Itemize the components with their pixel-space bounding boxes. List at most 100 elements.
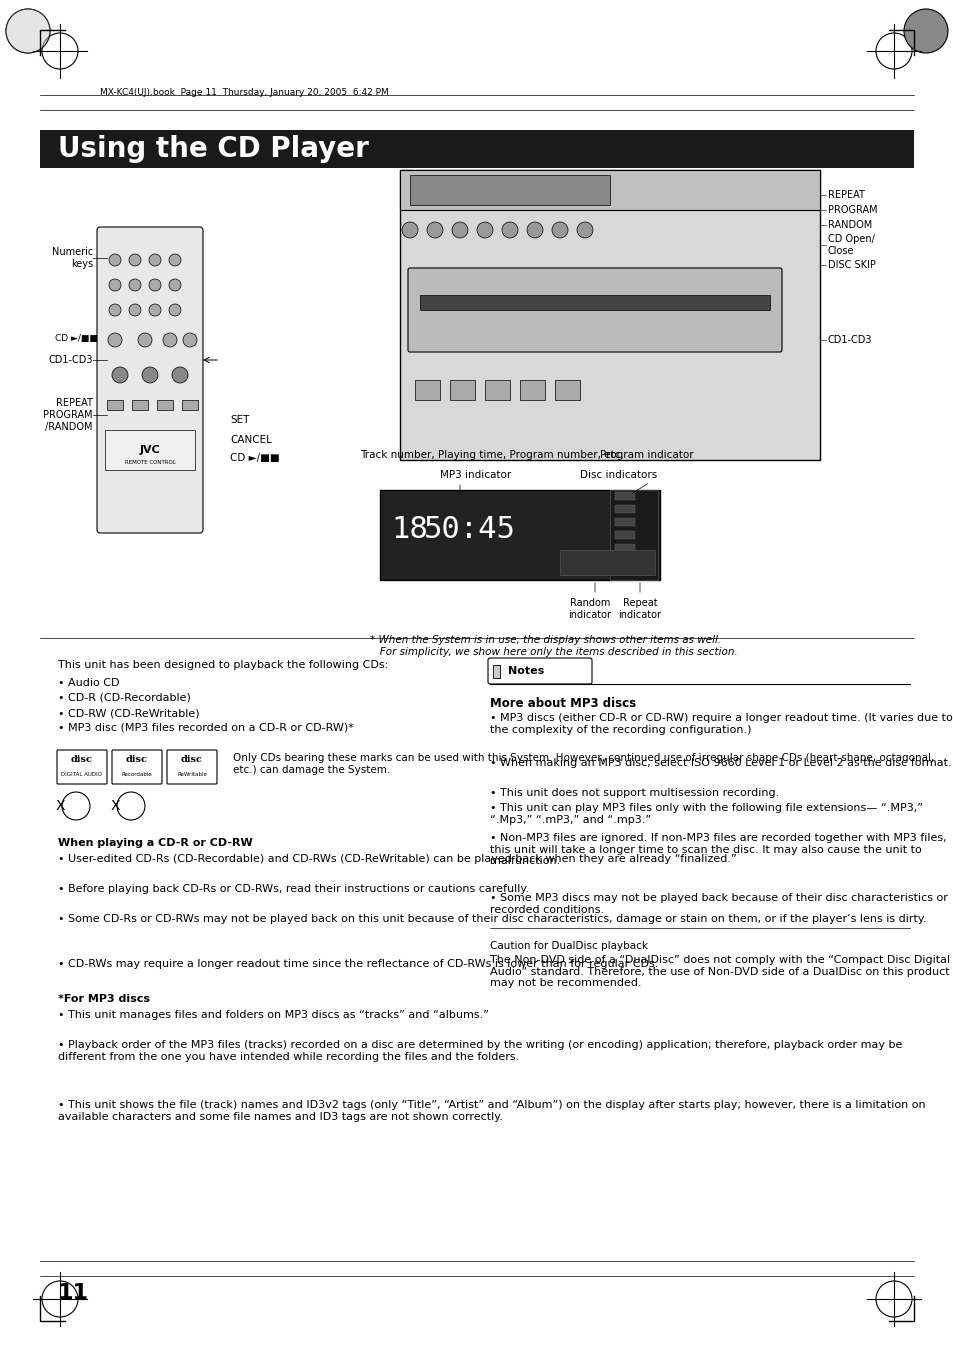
Text: • This unit does not support multisession recording.: • This unit does not support multisessio… bbox=[490, 788, 779, 798]
Text: CD1-CD3: CD1-CD3 bbox=[827, 335, 872, 345]
Text: CD Open/
Close: CD Open/ Close bbox=[827, 234, 874, 255]
Text: RANDOM: RANDOM bbox=[827, 220, 871, 230]
Circle shape bbox=[129, 304, 141, 316]
Circle shape bbox=[149, 280, 161, 290]
Text: • Some MP3 discs may not be played back because of their disc characteristics or: • Some MP3 discs may not be played back … bbox=[490, 893, 947, 915]
Text: MP3 indicator: MP3 indicator bbox=[439, 470, 511, 480]
Bar bbox=[615, 544, 635, 553]
Text: Track number, Playing time, Program number, etc.: Track number, Playing time, Program numb… bbox=[359, 450, 623, 459]
Bar bbox=[450, 380, 475, 400]
Text: 18: 18 bbox=[392, 516, 428, 544]
Bar bbox=[40, 130, 913, 168]
Text: The Non-DVD side of a “DualDisc” does not comply with the “Compact Disc Digital : The Non-DVD side of a “DualDisc” does no… bbox=[490, 955, 949, 988]
FancyBboxPatch shape bbox=[57, 750, 107, 784]
Circle shape bbox=[526, 222, 542, 238]
Circle shape bbox=[169, 254, 181, 266]
Text: Numeric
keys: Numeric keys bbox=[51, 247, 92, 269]
Text: Random
indicator: Random indicator bbox=[568, 598, 611, 620]
Circle shape bbox=[163, 332, 177, 347]
Circle shape bbox=[108, 332, 122, 347]
FancyBboxPatch shape bbox=[488, 658, 592, 684]
Text: CD ►/■■: CD ►/■■ bbox=[230, 453, 279, 463]
Circle shape bbox=[169, 280, 181, 290]
Circle shape bbox=[149, 254, 161, 266]
Bar bbox=[132, 400, 148, 409]
Text: This unit has been designed to playback the following CDs:: This unit has been designed to playback … bbox=[58, 661, 388, 670]
Bar bbox=[615, 517, 635, 526]
Bar bbox=[559, 550, 655, 576]
Text: Using the CD Player: Using the CD Player bbox=[58, 135, 369, 163]
Bar bbox=[182, 400, 198, 409]
FancyBboxPatch shape bbox=[167, 750, 216, 784]
Text: When playing a CD-R or CD-RW: When playing a CD-R or CD-RW bbox=[58, 838, 253, 848]
Text: REPEAT
PROGRAM
/RANDOM: REPEAT PROGRAM /RANDOM bbox=[43, 399, 92, 431]
Text: • CD-RWs may require a longer readout time since the reflectance of CD-RWs is lo: • CD-RWs may require a longer readout ti… bbox=[58, 959, 658, 969]
Bar bbox=[379, 490, 659, 580]
Text: disc: disc bbox=[126, 755, 148, 765]
Bar bbox=[419, 295, 769, 309]
Text: • MP3 discs (either CD-R or CD-RW) require a longer readout time. (It varies due: • MP3 discs (either CD-R or CD-RW) requi… bbox=[490, 713, 952, 735]
Text: • This unit manages files and folders on MP3 discs as “tracks” and “albums.”: • This unit manages files and folders on… bbox=[58, 1011, 489, 1020]
Bar bbox=[615, 557, 635, 565]
Circle shape bbox=[142, 367, 158, 382]
Text: • CD-R (CD-Recordable): • CD-R (CD-Recordable) bbox=[58, 693, 191, 703]
Circle shape bbox=[109, 304, 121, 316]
FancyBboxPatch shape bbox=[408, 267, 781, 353]
Circle shape bbox=[452, 222, 468, 238]
Text: DIGITAL AUDIO: DIGITAL AUDIO bbox=[61, 771, 102, 777]
Circle shape bbox=[117, 792, 145, 820]
Bar bbox=[615, 492, 635, 500]
Text: 50:45: 50:45 bbox=[424, 516, 516, 544]
Circle shape bbox=[112, 367, 128, 382]
Text: • Before playing back CD-Rs or CD-RWs, read their instructions or cautions caref: • Before playing back CD-Rs or CD-RWs, r… bbox=[58, 884, 529, 894]
Circle shape bbox=[903, 9, 947, 53]
Circle shape bbox=[476, 222, 493, 238]
Text: Caution for DualDisc playback: Caution for DualDisc playback bbox=[490, 942, 647, 951]
Polygon shape bbox=[493, 665, 499, 678]
Text: • CD-RW (CD-ReWritable): • CD-RW (CD-ReWritable) bbox=[58, 708, 199, 717]
Bar bbox=[415, 380, 439, 400]
Text: X: X bbox=[111, 798, 120, 813]
Text: ReWritable: ReWritable bbox=[177, 771, 207, 777]
Circle shape bbox=[62, 792, 90, 820]
FancyBboxPatch shape bbox=[112, 750, 162, 784]
Circle shape bbox=[129, 254, 141, 266]
Text: Recordable: Recordable bbox=[121, 771, 152, 777]
Circle shape bbox=[172, 367, 188, 382]
Circle shape bbox=[183, 332, 196, 347]
Text: disc: disc bbox=[71, 755, 92, 765]
Circle shape bbox=[552, 222, 567, 238]
Text: MX-KC4(UJ).book  Page 11  Thursday, January 20, 2005  6:42 PM: MX-KC4(UJ).book Page 11 Thursday, Januar… bbox=[100, 88, 388, 97]
Text: • Playback order of the MP3 files (tracks) recorded on a disc are determined by : • Playback order of the MP3 files (track… bbox=[58, 1040, 902, 1062]
Circle shape bbox=[577, 222, 593, 238]
Bar bbox=[399, 170, 820, 209]
Text: SET: SET bbox=[230, 415, 249, 426]
Text: CD ►/■■: CD ►/■■ bbox=[55, 334, 98, 343]
Bar bbox=[484, 380, 510, 400]
Text: JVC: JVC bbox=[139, 444, 160, 455]
Circle shape bbox=[109, 254, 121, 266]
Text: * When the System is in use, the display shows other items as well.
   For simpl: * When the System is in use, the display… bbox=[370, 635, 737, 657]
Circle shape bbox=[401, 222, 417, 238]
Text: • When making an MP3 disc, select ISO 9660 Level 1 or Level 2 as the disc format: • When making an MP3 disc, select ISO 96… bbox=[490, 758, 951, 767]
Text: Repeat
indicator: Repeat indicator bbox=[618, 598, 660, 620]
Text: Only CDs bearing these marks can be used with this System. However, continued us: Only CDs bearing these marks can be used… bbox=[233, 753, 933, 774]
Text: REPEAT: REPEAT bbox=[827, 190, 864, 200]
Circle shape bbox=[109, 280, 121, 290]
Text: CD1-CD3: CD1-CD3 bbox=[49, 355, 92, 365]
Text: *For MP3 discs: *For MP3 discs bbox=[58, 994, 150, 1004]
Text: X: X bbox=[55, 798, 65, 813]
Bar bbox=[615, 531, 635, 539]
Circle shape bbox=[149, 304, 161, 316]
Text: • This unit shows the file (track) names and ID3v2 tags (only “Title”, “Artist” : • This unit shows the file (track) names… bbox=[58, 1100, 924, 1121]
Text: REMOTE CONTROL: REMOTE CONTROL bbox=[125, 459, 175, 465]
Text: Disc indicators: Disc indicators bbox=[579, 470, 657, 480]
Bar bbox=[399, 170, 820, 459]
FancyBboxPatch shape bbox=[97, 227, 203, 534]
Circle shape bbox=[169, 304, 181, 316]
Text: Notes: Notes bbox=[507, 666, 543, 676]
Text: DISC SKIP: DISC SKIP bbox=[827, 259, 875, 270]
Text: • This unit can play MP3 files only with the following file extensions— “.MP3,” : • This unit can play MP3 files only with… bbox=[490, 802, 923, 824]
Text: CANCEL: CANCEL bbox=[230, 435, 272, 444]
Circle shape bbox=[138, 332, 152, 347]
